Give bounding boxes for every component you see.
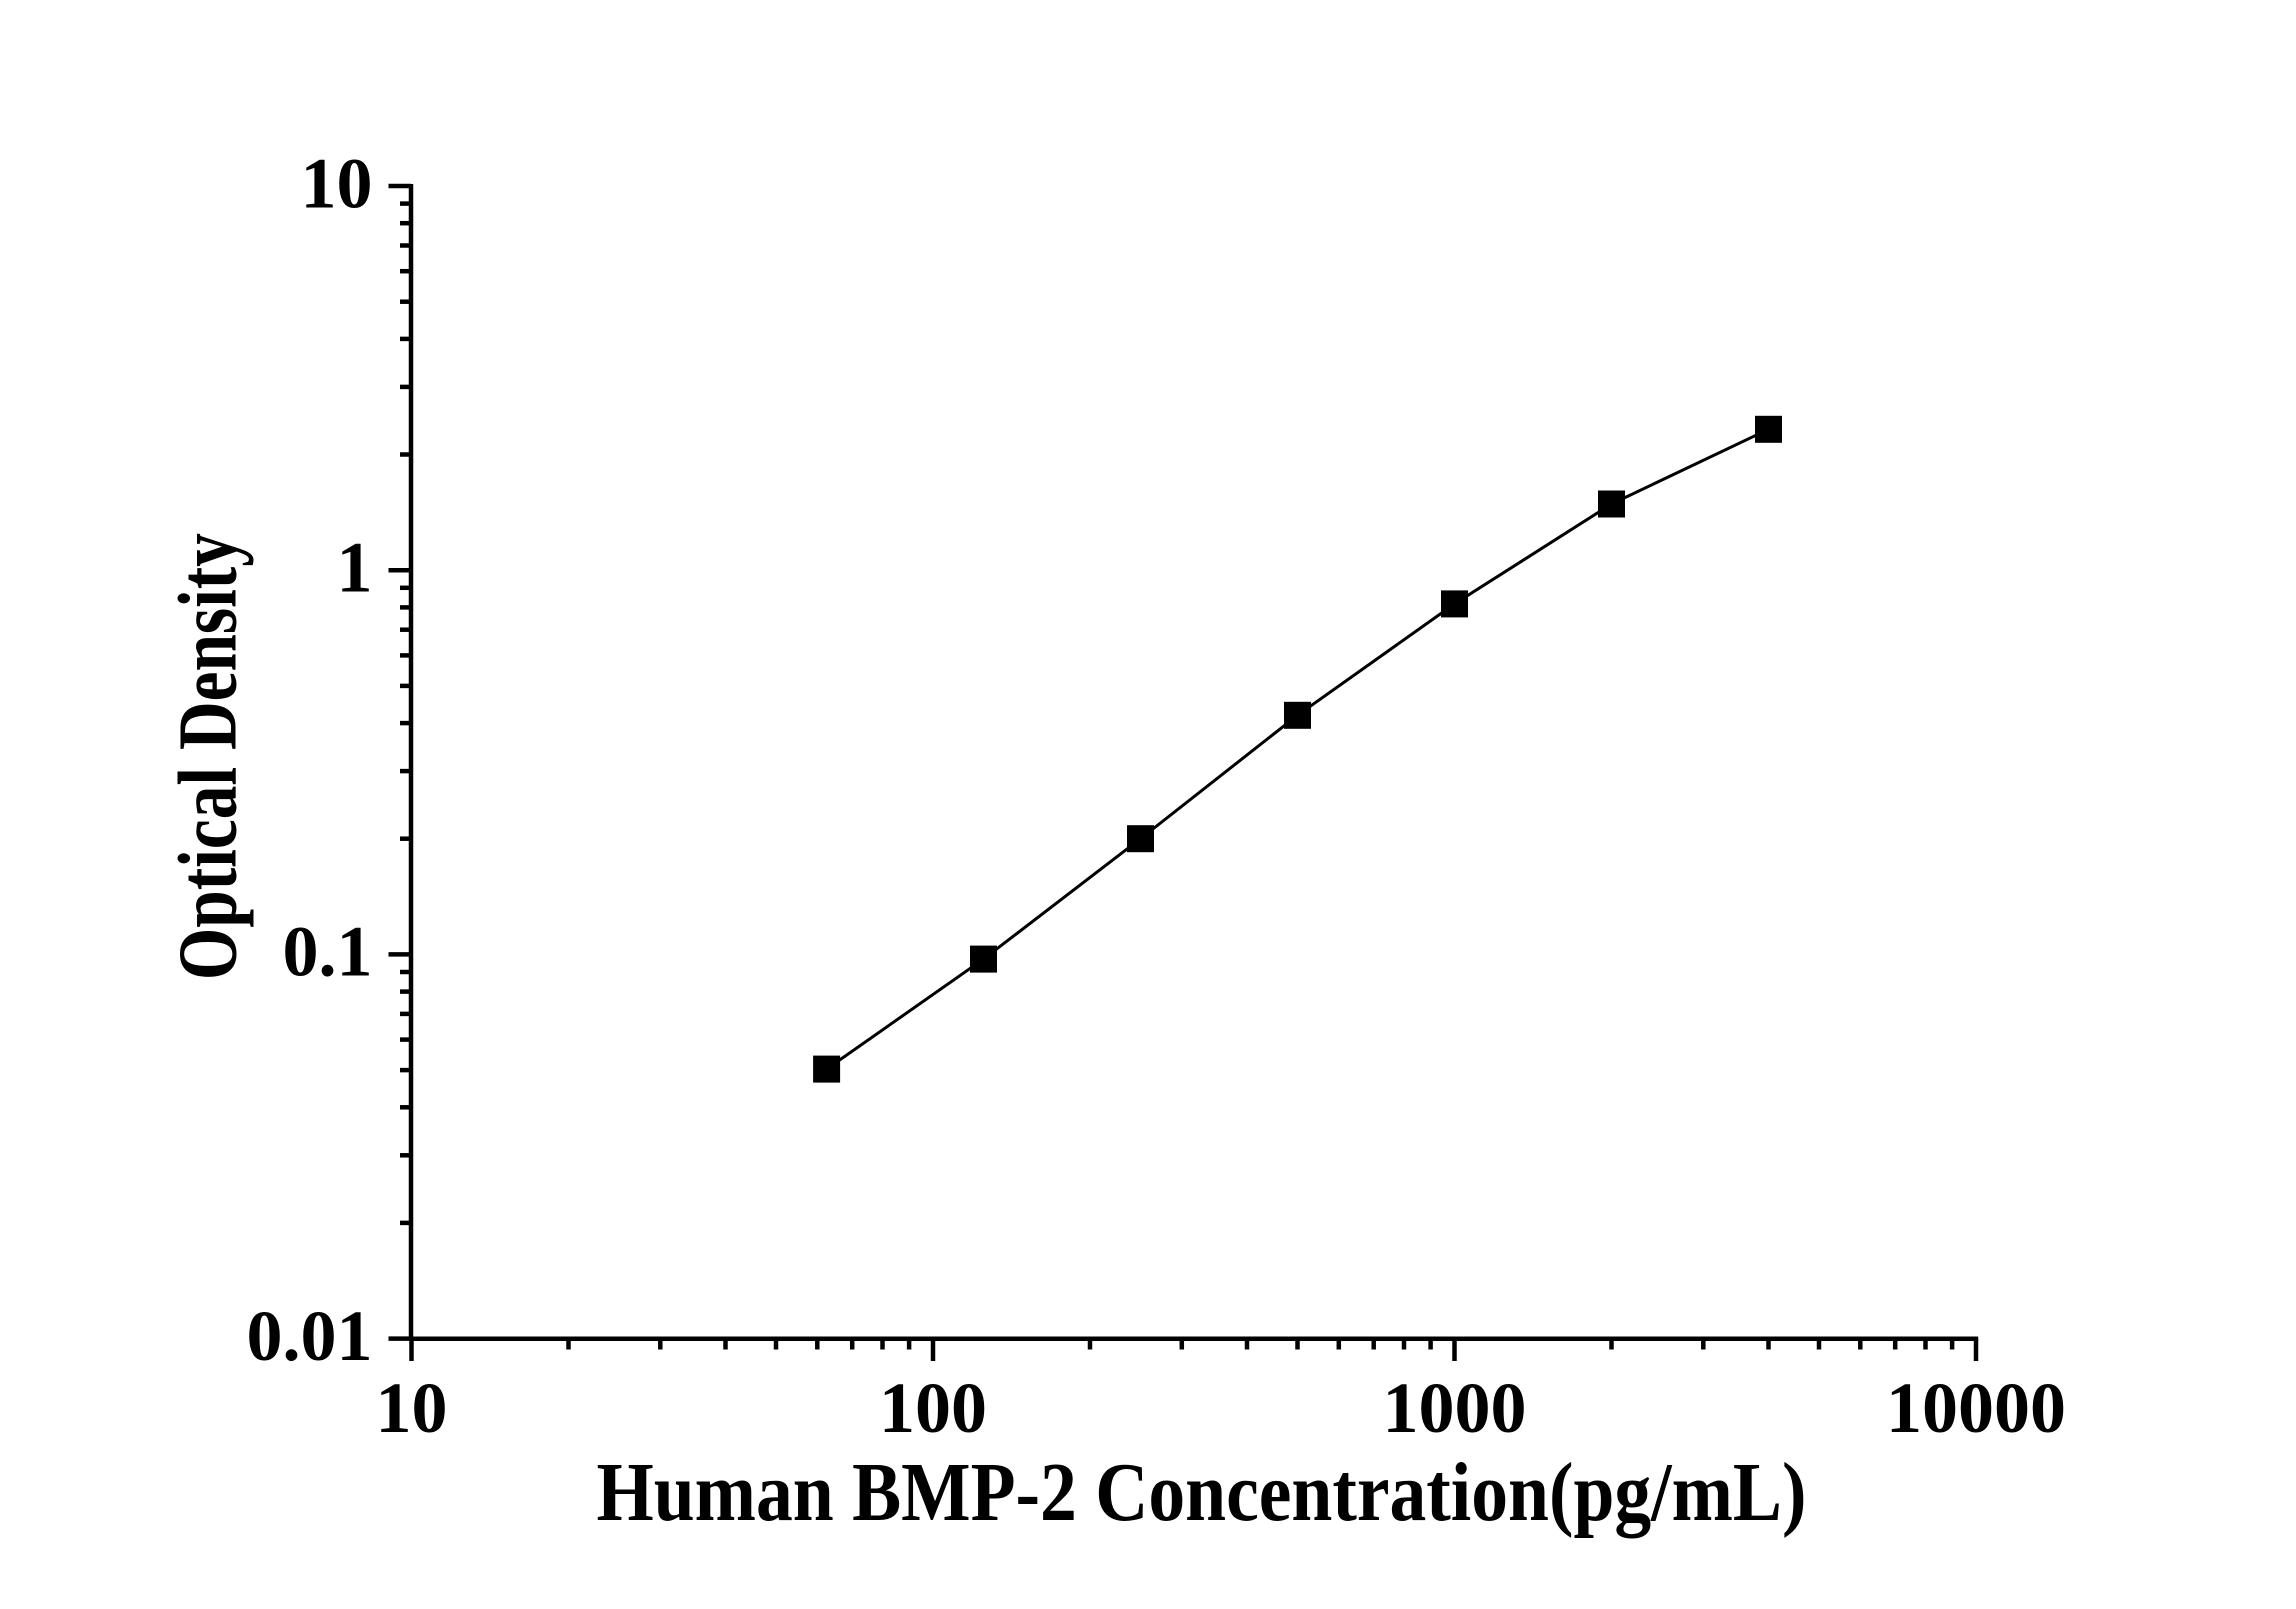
svg-text:1: 1 (337, 528, 373, 608)
svg-text:1000: 1000 (1383, 1368, 1527, 1448)
svg-text:0.01: 0.01 (247, 1296, 373, 1376)
svg-text:10000: 10000 (1886, 1368, 2066, 1448)
svg-text:10: 10 (301, 143, 373, 223)
svg-text:0.1: 0.1 (283, 912, 373, 992)
svg-text:10: 10 (376, 1368, 448, 1448)
svg-text:100: 100 (879, 1368, 987, 1448)
svg-text:Optical Density: Optical Density (162, 533, 255, 980)
svg-text:Human BMP-2 Concentration(pg/m: Human BMP-2 Concentration(pg/mL) (597, 1446, 1807, 1539)
